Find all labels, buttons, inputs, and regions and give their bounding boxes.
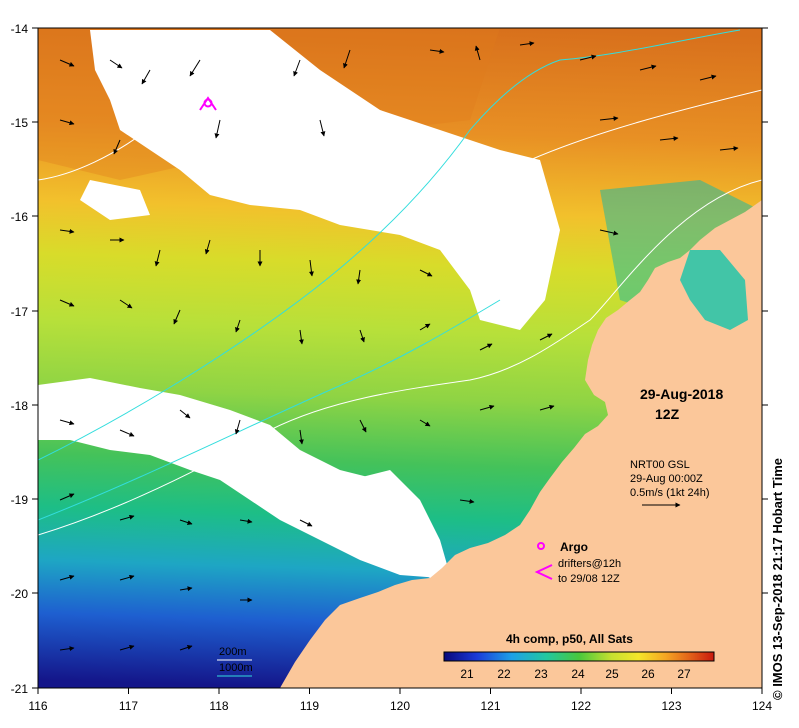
isobath-200m-label: 200m — [219, 646, 247, 658]
argo-legend-icon — [537, 542, 545, 550]
lon-tick-label: 121 — [480, 699, 500, 713]
lon-tick-label: 123 — [661, 699, 681, 713]
lon-tick-label: 118 — [209, 699, 228, 713]
lon-tick-label: 117 — [119, 699, 138, 713]
lat-tick-label: -19 — [11, 493, 29, 507]
colorbar-tick: 25 — [605, 667, 619, 681]
lon-tick-label: 122 — [571, 699, 591, 713]
lon-tick-label: 124 — [752, 699, 772, 713]
isobath-1000m-label: 1000m — [219, 662, 253, 674]
isobath-200m-east — [529, 89, 762, 161]
drifters-label-1: drifters@12h — [558, 558, 621, 570]
bay-inlet — [680, 250, 748, 330]
currents-product: NRT00 GSL — [630, 459, 690, 471]
isobath-1000m — [38, 29, 741, 461]
isobath-200m — [38, 179, 762, 536]
lat-tick-label: -18 — [11, 399, 29, 413]
lat-tick-label: -16 — [11, 210, 29, 224]
lat-tick-label: -17 — [11, 305, 29, 319]
colorbar-title: 4h comp, p50, All Sats — [506, 632, 633, 646]
lat-axis: -14 -15 -16 -17 -18 -19 -20 -21 — [11, 22, 768, 696]
argo-label: Argo — [560, 540, 588, 554]
isobath-200m-north — [38, 29, 241, 181]
map-date: 29-Aug-2018 — [640, 386, 723, 402]
colorbar-tick: 24 — [571, 667, 585, 681]
colorbar — [443, 651, 715, 662]
drifters-label-2: to 29/08 12Z — [558, 573, 620, 585]
currents-time: 29-Aug 00:00Z — [630, 473, 703, 485]
lat-tick-label: -14 — [11, 22, 29, 36]
colorbar-tick: 27 — [677, 667, 691, 681]
drifter-legend-icon — [534, 564, 553, 580]
lon-tick-label: 116 — [28, 699, 47, 713]
lon-tick-label: 119 — [300, 699, 319, 713]
lat-tick-label: -21 — [11, 682, 29, 696]
colorbar-tick: 23 — [534, 667, 548, 681]
isobath-1000m-south — [38, 299, 501, 521]
current-vectors — [59, 41, 739, 652]
colorbar-tick: 26 — [641, 667, 655, 681]
map-hour: 12Z — [655, 406, 680, 422]
land-mass — [280, 200, 762, 688]
lat-tick-label: -20 — [11, 587, 29, 601]
cloud-cover — [38, 30, 560, 578]
lon-axis: 116 117 118 119 120 121 122 123 124 — [28, 688, 772, 713]
currents-scale: 0.5m/s (1kt 24h) — [630, 487, 709, 499]
colorbar-tick: 22 — [497, 667, 511, 681]
lat-tick-label: -15 — [11, 116, 29, 130]
imos-credit: © IMOS 13-Sep-2018 21:17 Hobart Time — [770, 458, 785, 700]
colorbar-tick: 21 — [460, 667, 474, 681]
argo-float-marker — [199, 96, 217, 111]
lon-tick-label: 120 — [390, 699, 410, 713]
